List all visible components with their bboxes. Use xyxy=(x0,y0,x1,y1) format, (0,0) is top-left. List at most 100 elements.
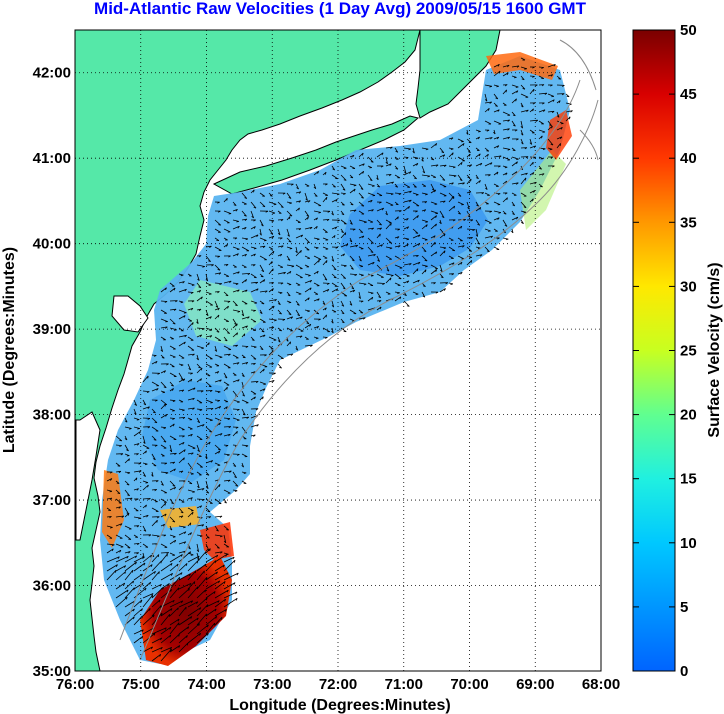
velocity-vector-head xyxy=(206,486,209,489)
velocity-vector-head xyxy=(182,435,185,438)
velocity-vector xyxy=(187,617,199,626)
velocity-vector-head xyxy=(138,470,142,473)
velocity-vector xyxy=(295,264,303,270)
velocity-vector-head xyxy=(205,528,209,531)
velocity-vector-head xyxy=(516,138,519,141)
velocity-vector xyxy=(196,282,202,288)
velocity-vector xyxy=(457,174,463,181)
velocity-vector-head xyxy=(313,186,317,189)
velocity-vector xyxy=(412,243,420,248)
velocity-vector-head xyxy=(190,497,193,500)
velocity-vector-head xyxy=(417,215,419,218)
velocity-vector-head xyxy=(325,314,327,318)
velocity-vector-head xyxy=(172,600,175,603)
velocity-vector-head xyxy=(421,159,424,162)
velocity-vector xyxy=(502,136,510,140)
velocity-vector xyxy=(358,282,367,285)
velocity-vector-head xyxy=(442,179,446,181)
velocity-vector xyxy=(250,345,257,348)
velocity-vector xyxy=(223,219,230,224)
velocity-vector-head xyxy=(529,142,532,145)
velocity-vector-head xyxy=(397,292,400,294)
velocity-vector xyxy=(124,534,132,540)
velocity-vector xyxy=(196,604,209,617)
velocity-vector xyxy=(196,551,207,563)
velocity-vector xyxy=(331,288,338,293)
velocity-vector xyxy=(421,219,428,223)
velocity-vector xyxy=(259,334,266,338)
velocity-vector-head xyxy=(470,219,474,222)
velocity-vector xyxy=(484,137,493,140)
velocity-vector xyxy=(430,269,437,275)
velocity-vector-head xyxy=(200,378,202,382)
velocity-vector xyxy=(223,433,231,437)
velocity-vector-head xyxy=(208,260,211,262)
velocity-vector xyxy=(286,228,290,237)
velocity-vector-head xyxy=(360,231,363,233)
velocity-vector xyxy=(178,354,185,359)
velocity-vector-head xyxy=(271,326,275,330)
velocity-vector-head xyxy=(192,397,195,401)
velocity-vector xyxy=(268,250,275,257)
velocity-vector-head xyxy=(192,491,195,493)
latitude-tick-label: 36:00 xyxy=(33,578,71,595)
velocity-vector xyxy=(268,305,275,311)
velocity-vector-head xyxy=(398,245,401,248)
velocity-vector-head xyxy=(532,102,536,105)
velocity-vector xyxy=(169,534,176,538)
velocity-vector xyxy=(187,586,199,599)
velocity-vector-head xyxy=(344,265,347,267)
velocity-vector-head xyxy=(126,484,130,486)
velocity-vector-head xyxy=(551,110,555,114)
velocity-vector xyxy=(241,210,247,217)
velocity-vector-head xyxy=(262,205,266,208)
velocity-vector xyxy=(259,363,268,368)
velocity-vector xyxy=(232,332,238,338)
velocity-vector xyxy=(367,261,375,266)
velocity-vector xyxy=(187,397,195,401)
velocity-vector-head xyxy=(180,364,184,367)
velocity-vector xyxy=(214,406,221,410)
velocity-vector xyxy=(223,372,228,379)
velocity-vector xyxy=(106,548,114,554)
velocity-vector xyxy=(547,74,553,77)
velocity-vector xyxy=(502,89,507,95)
velocity-vector xyxy=(232,323,238,329)
velocity-vector xyxy=(268,326,274,329)
velocity-vector-head xyxy=(359,259,362,262)
velocity-vector-head xyxy=(127,472,131,474)
velocity-vector xyxy=(421,165,426,174)
velocity-vector xyxy=(214,553,228,563)
velocity-vector xyxy=(484,162,493,167)
velocity-vector-head xyxy=(391,181,394,184)
velocity-vector-head xyxy=(469,164,473,167)
velocity-vector-head xyxy=(273,203,277,206)
velocity-vector xyxy=(241,416,249,419)
velocity-vector xyxy=(196,570,205,581)
velocity-vector xyxy=(160,573,173,581)
velocity-vector-head xyxy=(237,289,240,292)
velocity-vector-head xyxy=(151,474,154,477)
velocity-vector xyxy=(439,264,443,272)
velocity-vector xyxy=(529,145,536,149)
velocity-vector xyxy=(223,453,230,456)
velocity-vector xyxy=(367,246,374,253)
velocity-vector-head xyxy=(458,195,462,197)
velocity-vector-head xyxy=(512,204,515,207)
velocity-vector-head xyxy=(533,156,536,159)
velocity-vector xyxy=(475,162,483,167)
velocity-vector-head xyxy=(174,540,177,543)
velocity-vector xyxy=(232,480,239,487)
velocity-vector-head xyxy=(324,278,328,281)
velocity-vector xyxy=(538,92,547,95)
velocity-vector xyxy=(115,515,124,518)
velocity-vector xyxy=(358,183,364,190)
velocity-vector xyxy=(529,88,535,95)
velocity-vector-head xyxy=(243,333,246,337)
velocity-vector xyxy=(196,462,203,468)
velocity-vector-head xyxy=(516,216,519,220)
velocity-vector xyxy=(160,399,168,406)
velocity-vector xyxy=(268,380,275,383)
velocity-vector xyxy=(196,334,202,338)
velocity-vector xyxy=(331,264,337,271)
